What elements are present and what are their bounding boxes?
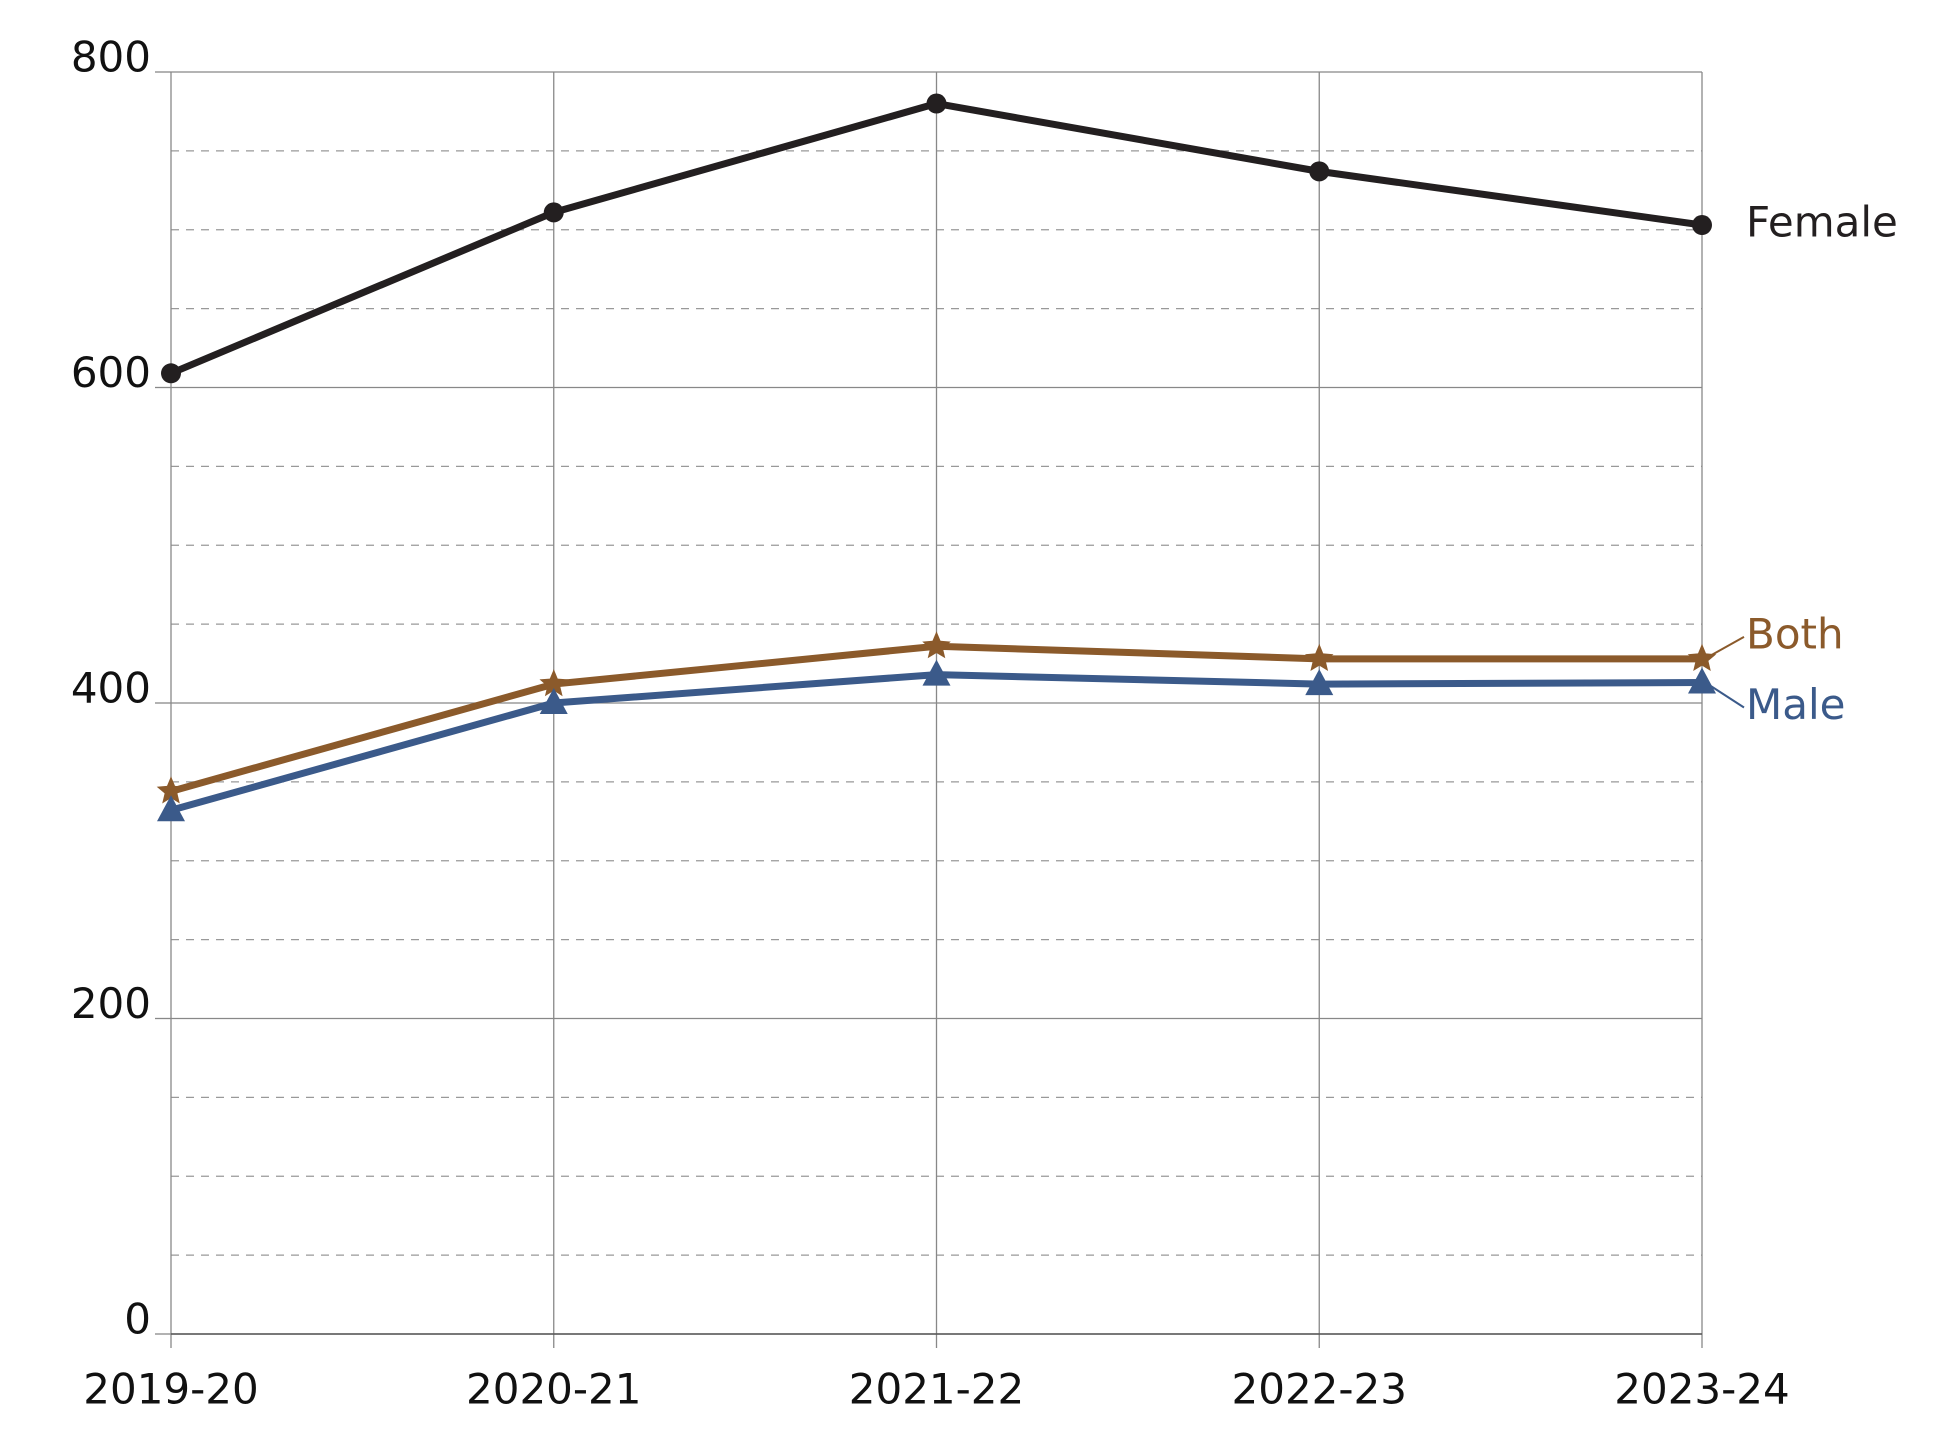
x-tick-label: 2022-23 [1232, 1365, 1408, 1414]
marker [1305, 669, 1334, 696]
marker [922, 631, 951, 659]
y-tick-label: 400 [71, 664, 151, 713]
label-leader [1709, 684, 1745, 709]
label-leader [1709, 635, 1745, 657]
y-tick-label: 0 [124, 1295, 151, 1344]
marker [161, 363, 181, 384]
marker [539, 669, 568, 697]
x-tick-label: 2019-20 [83, 1365, 259, 1414]
marker [926, 93, 947, 114]
marker [1692, 215, 1712, 236]
marker [1687, 643, 1717, 671]
marker [1688, 667, 1716, 694]
series-label: Male [1746, 680, 1845, 729]
series-label: Both [1746, 609, 1844, 658]
x-tick-label: 2020-21 [466, 1365, 642, 1414]
x-tick-label: 2023-24 [1614, 1365, 1790, 1414]
marker [1309, 161, 1330, 182]
series-label: Female [1746, 198, 1898, 247]
marker [543, 202, 564, 223]
y-tick-label: 600 [71, 348, 151, 397]
y-tick-label: 800 [71, 33, 151, 82]
x-tick-label: 2021-22 [849, 1365, 1025, 1414]
marker [1305, 643, 1334, 671]
marker [157, 795, 185, 822]
marker [156, 776, 186, 804]
y-tick-label: 200 [71, 979, 151, 1028]
marker [539, 688, 568, 714]
marker [922, 659, 951, 686]
